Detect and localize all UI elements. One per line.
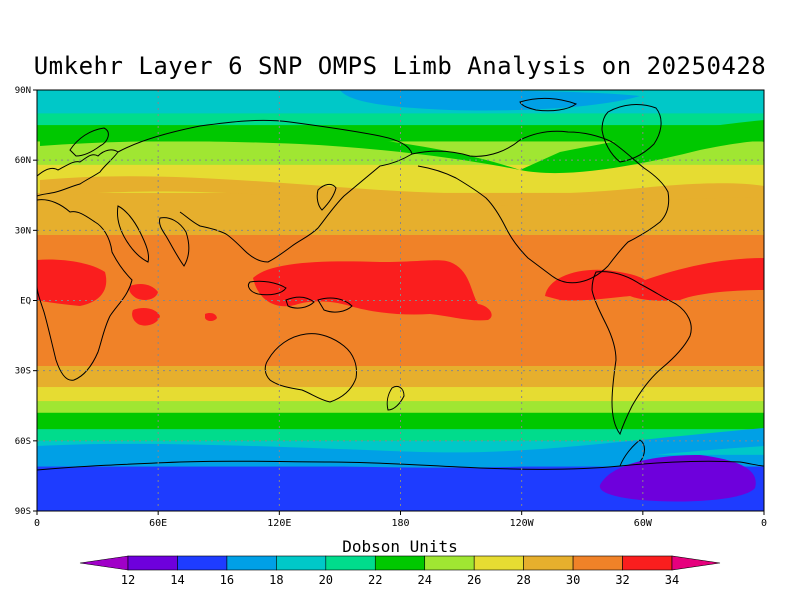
coastline	[264, 333, 357, 403]
y-tick-label: 90S	[15, 507, 31, 517]
x-tick-label: 120E	[267, 518, 291, 529]
map-title: Umkehr Layer 6 SNP OMPS Limb Analysis on…	[33, 52, 767, 80]
colorbar-label: 26	[467, 573, 481, 587]
y-axis: 90N 60N 30N EQ 30S 60S 90S	[15, 86, 37, 517]
colorbar-label: 20	[319, 573, 333, 587]
colorbar-label: 32	[615, 573, 629, 587]
y-tick-label: EQ	[20, 297, 31, 307]
tropical-high-small	[205, 313, 217, 321]
coastline	[117, 119, 413, 263]
graticule	[37, 90, 764, 511]
colorbar-swatch	[374, 555, 426, 571]
tropical-high-pacific	[253, 260, 492, 321]
subarctic-band	[40, 125, 520, 170]
x-tick-label: 0	[34, 518, 40, 529]
x-tick-label: 120W	[510, 518, 535, 529]
colorbar-label: 34	[665, 573, 679, 587]
colorbar-swatch	[572, 555, 623, 571]
colorbar: 12 14 16 18 20 22 24 26 28 30 32 34	[79, 555, 721, 587]
y-tick-label: 30N	[15, 226, 31, 236]
colorbar-swatch	[127, 555, 178, 571]
colorbar-low-end	[79, 555, 129, 571]
midlat-band	[40, 176, 764, 206]
colorbar-label: 28	[516, 573, 530, 587]
colorbar-swatch	[325, 555, 376, 571]
tropical-high-indian	[132, 308, 160, 326]
colorbar-swatch	[177, 555, 228, 571]
ozone-anomalies	[37, 90, 764, 502]
contour-band	[37, 113, 764, 126]
colorbar-swatch	[622, 555, 673, 571]
colorbar-title: Dobson Units	[342, 537, 458, 556]
colorbar-label: 14	[170, 573, 184, 587]
x-tick-label: 60W	[634, 518, 653, 529]
antarctic-low	[599, 455, 756, 502]
y-tick-label: 90N	[15, 86, 31, 96]
coastline	[37, 199, 133, 381]
coastline	[386, 385, 405, 411]
x-tick-label: 60E	[149, 518, 167, 529]
coastline	[316, 183, 337, 211]
subarctic-band-west	[520, 120, 764, 174]
coastline	[69, 127, 109, 157]
colorbar-label: 12	[121, 573, 135, 587]
colorbar-swatch	[424, 555, 475, 571]
y-tick-label: 60N	[15, 156, 31, 166]
contour-band	[37, 429, 764, 442]
coastlines	[37, 97, 764, 471]
colorbar-swatch	[276, 555, 327, 571]
coastline	[317, 297, 353, 313]
y-tick-label: 60S	[15, 437, 31, 447]
colorbar-swatch	[226, 555, 277, 571]
tropical-high-africa	[37, 259, 107, 306]
y-tick-label: 30S	[15, 367, 31, 377]
x-axis: 0 60E 120E 180 120W 60W 0	[34, 511, 767, 529]
colorbar-label: 16	[220, 573, 234, 587]
coastline	[159, 217, 190, 267]
contour-band	[37, 387, 764, 402]
tropical-high-atlantic	[545, 258, 764, 301]
coastline	[37, 460, 764, 471]
arctic-low	[340, 90, 640, 111]
coastline	[601, 104, 662, 163]
colorbar-label: 24	[418, 573, 432, 587]
coastline	[591, 271, 692, 436]
tropical-high-east-africa	[129, 284, 158, 300]
coastline	[247, 280, 287, 296]
contour-band	[37, 401, 764, 414]
colorbar-swatch	[473, 555, 524, 571]
colorbar-high-end	[671, 555, 721, 571]
coastline	[411, 130, 670, 284]
x-tick-label: 180	[391, 518, 409, 529]
colorbar-label: 18	[269, 573, 283, 587]
coastline	[619, 439, 645, 467]
colorbar-label: 22	[368, 573, 382, 587]
contour-band	[37, 365, 764, 388]
colorbar-label: 30	[566, 573, 580, 587]
x-tick-label: 0	[761, 518, 767, 529]
coastline	[285, 296, 315, 309]
southern-ocean-band	[37, 428, 764, 468]
coastline	[519, 97, 578, 112]
colorbar-swatch	[523, 555, 574, 571]
